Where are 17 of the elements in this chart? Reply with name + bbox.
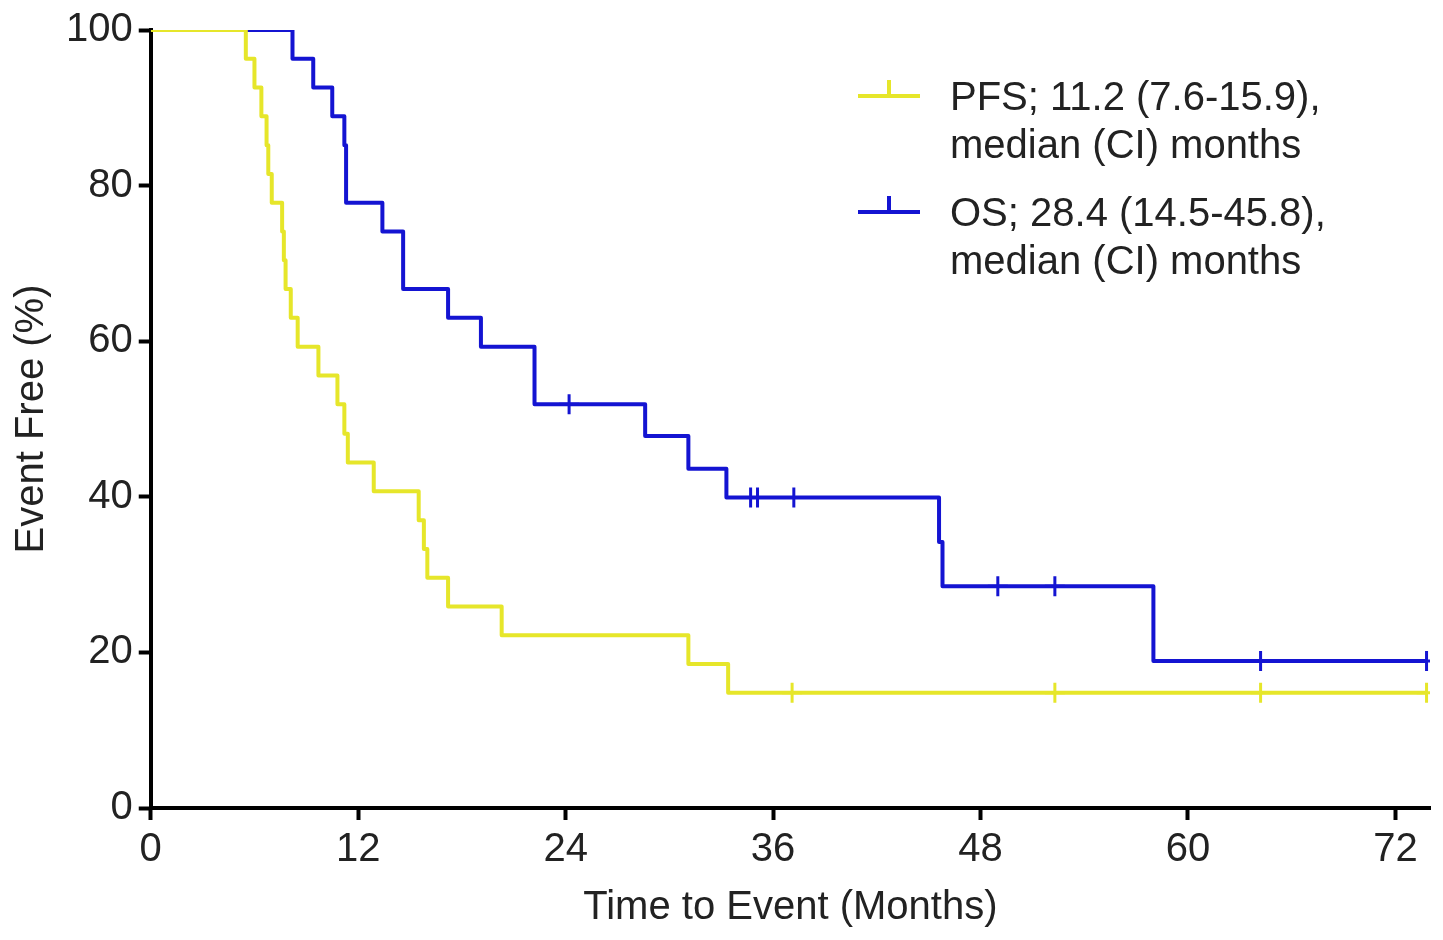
y-tick-label: 80 bbox=[88, 160, 133, 205]
y-tick-label: 40 bbox=[88, 471, 133, 516]
x-tick-label: 72 bbox=[1373, 825, 1418, 870]
x-tick-label: 12 bbox=[335, 825, 381, 870]
y-tick-label: 100 bbox=[65, 5, 133, 50]
y-axis-title: Event Free (%) bbox=[7, 284, 52, 554]
x-tick-label: 0 bbox=[139, 825, 162, 870]
x-tick-label: 36 bbox=[750, 825, 796, 870]
x-tick-label: 24 bbox=[543, 825, 588, 870]
x-axis-title: Time to Event (Months) bbox=[583, 883, 998, 928]
legend-label: PFS; 11.2 (7.6-15.9), median (CI) months bbox=[950, 73, 1322, 168]
x-tick-label: 60 bbox=[1165, 825, 1211, 870]
legend-label: OS; 28.4 (14.5-45.8), median (CI) months bbox=[950, 189, 1327, 284]
x-tick-label: 48 bbox=[958, 825, 1003, 870]
y-tick-label: 20 bbox=[88, 627, 133, 672]
y-tick-label: 0 bbox=[110, 783, 133, 828]
y-tick-label: 60 bbox=[88, 316, 133, 361]
